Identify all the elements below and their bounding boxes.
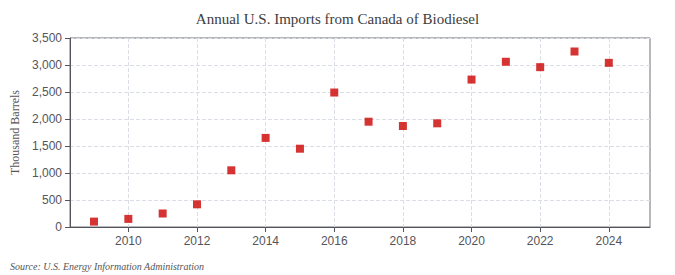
svg-text:2024: 2024 bbox=[595, 234, 622, 248]
svg-text:Source: U.S. Energy Informatio: Source: U.S. Energy Information Administ… bbox=[10, 261, 204, 272]
svg-text:2020: 2020 bbox=[458, 234, 485, 248]
svg-text:2022: 2022 bbox=[527, 234, 554, 248]
svg-text:2010: 2010 bbox=[115, 234, 142, 248]
svg-text:0: 0 bbox=[55, 220, 62, 234]
svg-text:3,000: 3,000 bbox=[32, 58, 62, 72]
svg-text:Annual U.S. Imports from Canad: Annual U.S. Imports from Canada of Biodi… bbox=[196, 11, 479, 27]
svg-text:500: 500 bbox=[42, 193, 62, 207]
svg-text:Thousand Barrels: Thousand Barrels bbox=[8, 90, 22, 175]
svg-text:2,000: 2,000 bbox=[32, 112, 62, 126]
svg-text:1,500: 1,500 bbox=[32, 139, 62, 153]
svg-text:3,500: 3,500 bbox=[32, 31, 62, 45]
svg-text:2014: 2014 bbox=[252, 234, 279, 248]
svg-text:2016: 2016 bbox=[321, 234, 348, 248]
svg-text:1,000: 1,000 bbox=[32, 166, 62, 180]
svg-text:2012: 2012 bbox=[184, 234, 211, 248]
svg-text:2,500: 2,500 bbox=[32, 85, 62, 99]
svg-text:2018: 2018 bbox=[390, 234, 417, 248]
